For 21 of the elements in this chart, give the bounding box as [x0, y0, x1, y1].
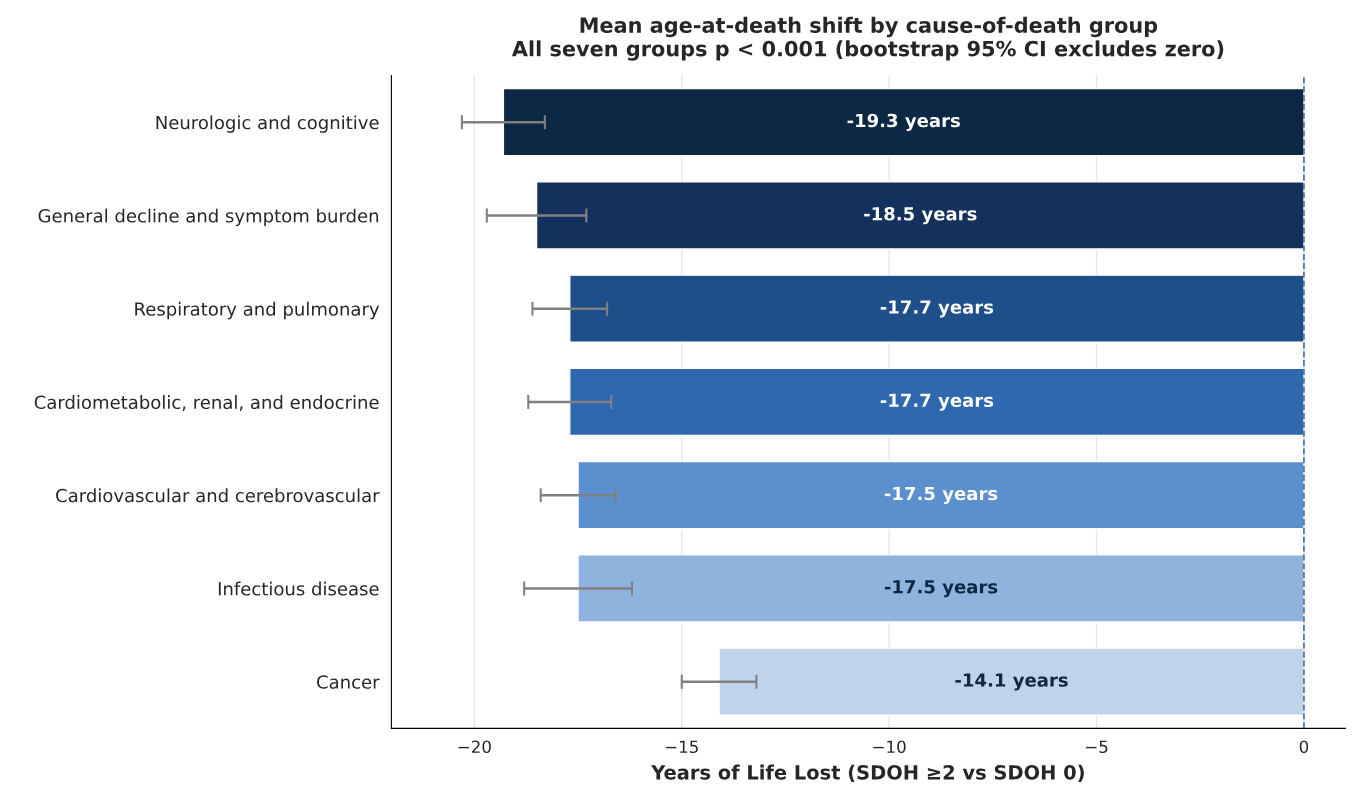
y-tick-label: Neurologic and cognitive: [156, 115, 379, 133]
data-label: -17.5 years: [884, 486, 998, 504]
x-axis-title: Years of Life Lost (SDOH ≥2 vs SDOH 0): [651, 764, 1084, 782]
data-label: -17.7 years: [880, 300, 994, 318]
x-tick-label: 0: [1299, 740, 1309, 754]
data-label: -17.7 years: [880, 393, 994, 411]
y-tick-label: Infectious disease: [218, 581, 379, 596]
y-tick-label: Respiratory and pulmonary: [135, 301, 380, 320]
x-tick-label: −20: [458, 740, 491, 754]
chart-title: Mean age-at-death shift by cause-of-death group All seven groups p < 0.001 (bootstrap 95% CI excludes zero): [511, 16, 1224, 61]
data-label: -17.5 years: [884, 580, 998, 598]
x-tick-label: −10: [873, 740, 906, 754]
y-tick-label: Cardiometabolic, renal, and endocrine: [34, 395, 379, 411]
data-label: -19.3 years: [847, 113, 960, 131]
data-label: -14.1 years: [955, 673, 1068, 691]
y-tick-label: Cancer: [317, 675, 380, 689]
data-label: -18.5 years: [864, 206, 977, 225]
x-tick-label: −5: [1086, 740, 1108, 754]
x-tick-label: −15: [665, 740, 698, 754]
y-tick-label: Cardiovascular and cerebrovascular: [56, 488, 380, 503]
y-tick-label: General decline and symptom burden: [38, 208, 379, 227]
